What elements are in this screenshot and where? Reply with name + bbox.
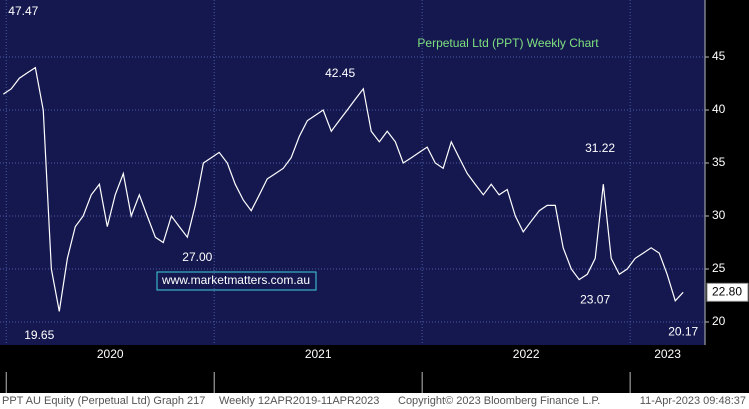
annotation: 19.65	[24, 328, 54, 342]
x-tick-label: 2020	[97, 347, 124, 361]
x-tick-label: 2023	[654, 347, 681, 361]
annotation: 27.00	[182, 250, 212, 264]
footer: Weekly 12APR2019-11APR2023	[219, 395, 379, 407]
y-tick-label: 40	[712, 102, 726, 116]
annotation: 23.07	[580, 293, 610, 307]
last-price-box	[706, 282, 749, 302]
footer: PPT AU Equity (Perpetual Ltd) Graph 217	[2, 395, 205, 407]
footer: Copyright© 2023 Bloomberg Finance L.P.	[398, 395, 600, 407]
price-line	[2, 66, 684, 312]
y-tick-label: 20	[712, 314, 726, 328]
x-tick-label: 2021	[305, 347, 332, 361]
y-tick-label: 25	[712, 261, 726, 275]
annotation: 47.47	[8, 4, 38, 18]
y-tick-label: 45	[712, 49, 726, 63]
annotation: 31.22	[585, 141, 615, 155]
source: www.marketmatters.com.au	[161, 273, 310, 287]
last-price-label: 22.80	[712, 284, 742, 298]
x-axis-background	[0, 345, 749, 393]
x-tick-label: 2022	[513, 347, 540, 361]
footer: 11-Apr-2023 09:48:37	[640, 395, 746, 407]
source-box	[156, 271, 317, 291]
y-tick-label: 30	[712, 208, 726, 222]
y-tick-label: 35	[712, 155, 726, 169]
chart-title: Perpetual Ltd (PPT) Weekly Chart	[417, 36, 599, 50]
annotation: 20.17	[668, 324, 698, 338]
annotation: 42.45	[325, 66, 355, 80]
